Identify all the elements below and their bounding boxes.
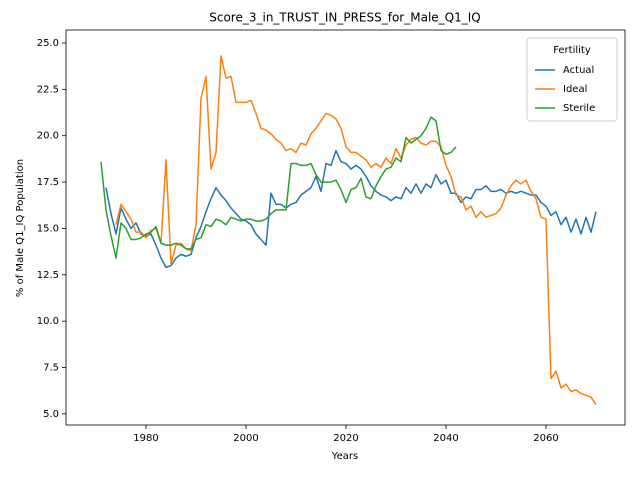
- y-tick-label: 12.5: [37, 270, 59, 281]
- y-tick-label: 20.0: [37, 131, 59, 142]
- data-line: [115, 55, 597, 406]
- legend-label: Sterile: [563, 103, 595, 114]
- x-tick-label: 2000: [233, 433, 258, 444]
- data-line: [100, 116, 457, 259]
- legend-title: Fertility: [553, 45, 591, 56]
- chart-title: Score_3_in_TRUST_IN_PRESS_for_Male_Q1_IQ: [209, 11, 480, 25]
- legend: Fertility Actual Ideal Sterile: [526, 37, 618, 122]
- x-axis-label: Years: [331, 451, 358, 462]
- x-tick-label: 2060: [533, 433, 558, 444]
- y-tick-label: 10.0: [37, 316, 59, 327]
- data-line: [105, 149, 597, 269]
- y-tick-label: 25.0: [37, 38, 59, 49]
- y-axis-label: % of Male Q1_IQ Population: [15, 159, 26, 297]
- y-tick-label: 5.0: [43, 409, 59, 420]
- y-tick-label: 7.5: [43, 363, 59, 374]
- legend-box: [526, 37, 618, 122]
- y-tick-label: 22.5: [37, 84, 59, 95]
- y-tick-label: 17.5: [37, 177, 59, 188]
- legend-label: Ideal: [563, 84, 587, 95]
- y-tick-label: 15.0: [37, 223, 59, 234]
- plot-frame: [65, 29, 626, 426]
- x-tick-label: 2040: [433, 433, 458, 444]
- x-tick-label: 1980: [133, 433, 158, 444]
- legend-label: Actual: [563, 65, 594, 76]
- x-tick-label: 2020: [333, 433, 358, 444]
